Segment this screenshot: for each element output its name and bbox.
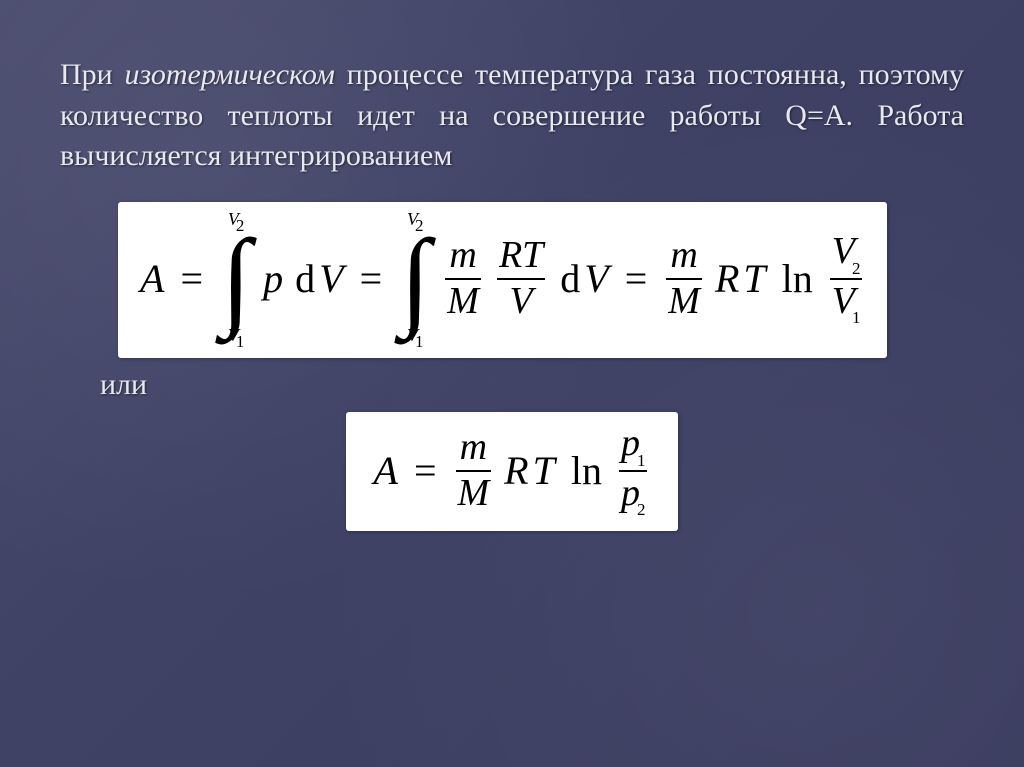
var-R-2: R: [715, 255, 739, 302]
frac-p1-p2: p1 p2: [619, 424, 648, 517]
int1-lower-sub: 1: [236, 332, 245, 351]
var-V-1: V: [319, 255, 343, 302]
int2-lower-sub: 1: [415, 332, 424, 351]
frac-m-1: m: [447, 236, 478, 276]
integral-sign-1: ∫: [221, 232, 251, 326]
op-eq-2: =: [354, 255, 389, 302]
var-T-1: T: [522, 234, 543, 276]
slide: При изотермическом процессе температура …: [0, 0, 1024, 767]
op-eq-3: =: [619, 255, 654, 302]
paragraph-pre: При: [60, 58, 125, 91]
formula-1-container: A = V2 ∫ V1 p d V = V2 ∫ V1 m: [118, 202, 964, 359]
fn-ln-1: ln: [776, 255, 817, 302]
frac-M-2: M: [666, 282, 702, 322]
frac-m-2: m: [668, 236, 699, 276]
var-T-3: T: [533, 447, 555, 494]
var-d-2: d: [558, 255, 580, 302]
frac-M-1: M: [445, 282, 481, 322]
var-T-2: T: [743, 255, 765, 302]
frac-m-M-2: m M: [666, 236, 702, 322]
or-label: или: [100, 368, 964, 402]
fn-ln-2: ln: [565, 447, 606, 494]
op-eq-4: =: [408, 447, 443, 494]
frac-m-3: m: [458, 428, 489, 468]
frac-M-3: M: [456, 474, 492, 514]
formula-1: A = V2 ∫ V1 p d V = V2 ∫ V1 m: [118, 202, 887, 359]
frac-m-M-3: m M: [456, 428, 492, 514]
formula-2-container: A = m M R T ln p1 p2: [60, 412, 964, 531]
num-V2-sub: 2: [852, 259, 861, 278]
op-eq-1: =: [174, 255, 209, 302]
var-d-1: d: [293, 255, 315, 302]
integral-sign-2: ∫: [400, 232, 430, 326]
frac-V2-V1: V2 V1: [830, 232, 863, 325]
var-p: p: [263, 255, 283, 302]
frac-m-M-1: m M: [445, 236, 481, 322]
int2-upper-sub: 2: [415, 216, 424, 235]
var-A: A: [140, 255, 164, 302]
var-A-2: A: [374, 447, 398, 494]
den-V: V: [508, 282, 535, 322]
int1-upper-sub: 2: [236, 216, 245, 235]
var-R-1: R: [499, 234, 522, 276]
var-R-3: R: [504, 447, 528, 494]
den-V1-sub: 1: [852, 308, 861, 327]
num-p1-sub: 1: [637, 451, 646, 470]
var-V-2: V: [584, 255, 608, 302]
integral-1: V2 ∫ V1: [221, 210, 251, 349]
formula-2: A = m M R T ln p1 p2: [346, 412, 679, 531]
integral-2: V2 ∫ V1: [400, 210, 430, 349]
frac-RT-V: RT V: [497, 236, 545, 322]
paragraph-italic: изотермическом: [125, 58, 335, 91]
den-p2-sub: 2: [637, 500, 646, 519]
body-paragraph: При изотермическом процессе температура …: [60, 55, 964, 177]
